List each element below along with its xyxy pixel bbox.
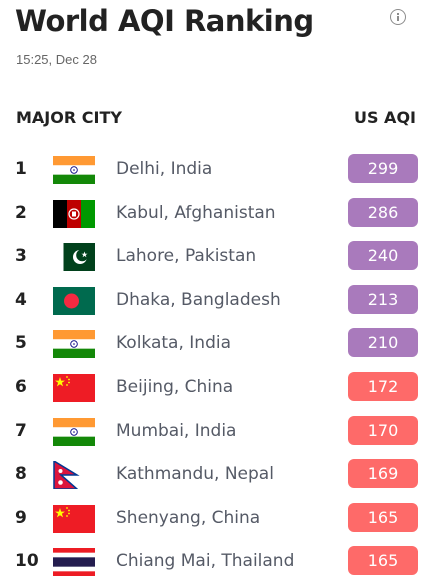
flag-icon: [53, 243, 95, 272]
rank-number: 7: [15, 420, 27, 441]
city-name: Kathmandu, Nepal: [116, 464, 274, 485]
column-header-aqi: US AQI: [353, 108, 416, 127]
city-name: Beijing, China: [116, 376, 234, 397]
ranking-row[interactable]: 1 Delhi, India 299: [0, 148, 437, 192]
aqi-badge: 169: [348, 459, 418, 489]
ranking-row[interactable]: 10 Chiang Mai, Thailand 165: [0, 540, 437, 584]
city-name: Shenyang, China: [116, 507, 261, 528]
flag-icon: [53, 461, 95, 490]
ranking-row[interactable]: 3 Lahore, Pakistan 240: [0, 235, 437, 279]
flag-icon: [53, 373, 95, 402]
city-name: Dhaka, Bangladesh: [116, 289, 281, 310]
rank-number: 9: [15, 507, 27, 528]
aqi-badge: 172: [348, 371, 418, 401]
rank-number: 8: [15, 464, 27, 485]
ranking-row[interactable]: 8 Kathmandu, Nepal 169: [0, 453, 437, 497]
city-name: Mumbai, India: [116, 420, 237, 441]
aqi-badge: 213: [348, 284, 418, 314]
aqi-badge: 286: [348, 197, 418, 227]
aqi-badge: 299: [348, 154, 418, 183]
flag-icon: [53, 548, 95, 577]
rank-number: 2: [15, 202, 27, 223]
timestamp: 15:25, Dec 28: [16, 52, 97, 67]
flag-icon: [53, 417, 95, 446]
flag-icon: [53, 156, 95, 184]
aqi-badge: 170: [348, 415, 418, 445]
flag-icon: [53, 286, 95, 315]
ranking-list: 1 Delhi, India 299 2 Kabul, Afghanistan …: [0, 148, 437, 584]
ranking-row[interactable]: 6 Beijing, China 172: [0, 366, 437, 410]
ranking-row[interactable]: 5 Kolkata, India 210: [0, 322, 437, 366]
page-title: World AQI Ranking: [15, 4, 314, 38]
city-name: Kabul, Afghanistan: [116, 202, 276, 223]
flag-icon: [53, 199, 95, 228]
ranking-row[interactable]: 7 Mumbai, India 170: [0, 410, 437, 454]
ranking-row[interactable]: 2 Kabul, Afghanistan 286: [0, 192, 437, 236]
rank-number: 4: [15, 289, 27, 310]
ranking-row[interactable]: 9 Shenyang, China 165: [0, 497, 437, 541]
city-name: Lahore, Pakistan: [116, 246, 257, 267]
rank-number: 10: [15, 551, 39, 572]
aqi-badge: 210: [348, 328, 418, 358]
city-name: Kolkata, India: [116, 333, 231, 354]
aqi-badge: 240: [348, 241, 418, 271]
city-name: Chiang Mai, Thailand: [116, 551, 295, 572]
ranking-row[interactable]: 4 Dhaka, Bangladesh 213: [0, 279, 437, 323]
rank-number: 5: [15, 333, 27, 354]
info-icon[interactable]: [390, 9, 406, 25]
flag-icon: [53, 504, 95, 533]
rank-number: 1: [15, 159, 27, 179]
city-name: Delhi, India: [116, 159, 213, 179]
aqi-badge: 165: [348, 546, 418, 576]
aqi-badge: 165: [348, 502, 418, 532]
rank-number: 3: [15, 246, 27, 267]
flag-icon: [53, 330, 95, 359]
rank-number: 6: [15, 376, 27, 397]
column-header-city: MAJOR CITY: [16, 108, 122, 127]
